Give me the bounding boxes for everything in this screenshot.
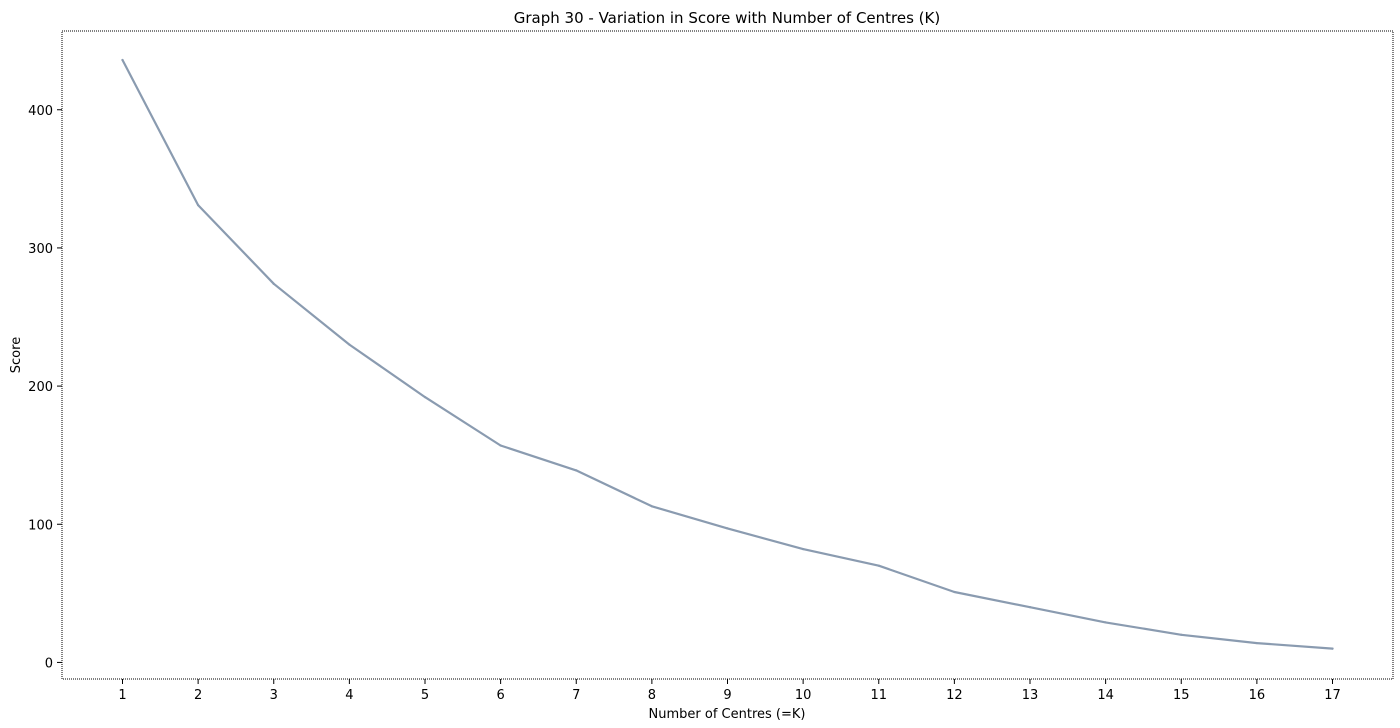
score-data-point [802, 548, 805, 551]
x-tick-label: 16 [1249, 688, 1266, 703]
score-data-point [575, 469, 578, 472]
y-axis-ticks: 0 100 200 300 400 [28, 104, 62, 671]
score-data-point [1331, 647, 1334, 650]
y-tick-label: 0 [45, 656, 53, 671]
x-tick-label: 11 [870, 688, 887, 703]
plot-area-frame [61, 30, 1394, 680]
y-tick-label: 300 [28, 242, 53, 257]
score-data-point [650, 505, 653, 508]
x-tick-label: 8 [648, 688, 656, 703]
x-tick-label: 5 [421, 688, 429, 703]
score-data-point [499, 444, 502, 447]
x-tick-label: 7 [572, 688, 580, 703]
score-data-point [726, 527, 729, 530]
score-data-point [423, 396, 427, 399]
score-data-point [877, 564, 880, 567]
score-data-point [348, 343, 351, 346]
x-tick-label: 13 [1022, 688, 1039, 703]
x-tick-label: 3 [270, 688, 278, 703]
x-axis-label: Number of Centres (=K) [649, 707, 806, 722]
x-tick-label: 6 [496, 688, 504, 703]
x-tick-label: 9 [723, 688, 731, 703]
score-data-point [1255, 641, 1258, 645]
score-data-point [197, 203, 200, 207]
x-tick-label: 10 [795, 688, 812, 703]
y-tick-label: 400 [28, 104, 53, 119]
score-data-point [121, 58, 124, 62]
score-data-point [1028, 606, 1032, 609]
score-data-point [953, 590, 956, 594]
y-axis-label: Score [9, 337, 24, 373]
x-tick-label: 4 [345, 688, 353, 703]
x-tick-label: 17 [1324, 688, 1341, 703]
x-tick-label: 15 [1173, 688, 1190, 703]
x-tick-label: 12 [946, 688, 963, 703]
y-tick-label: 100 [28, 518, 53, 533]
x-tick-label: 1 [118, 688, 126, 703]
score-data-point [1104, 621, 1107, 624]
x-tick-label: 14 [1097, 688, 1114, 703]
x-tick-label: 2 [194, 688, 202, 703]
chart-title: Graph 30 - Variation in Score with Numbe… [514, 9, 940, 27]
score-data-point [1180, 633, 1183, 636]
y-tick-label: 200 [28, 380, 53, 395]
series-layer [121, 58, 1334, 650]
x-axis-ticks: 1 2 3 4 5 6 7 8 9 10 11 12 13 14 15 16 17 [118, 679, 1341, 703]
score-data-point [272, 282, 275, 285]
